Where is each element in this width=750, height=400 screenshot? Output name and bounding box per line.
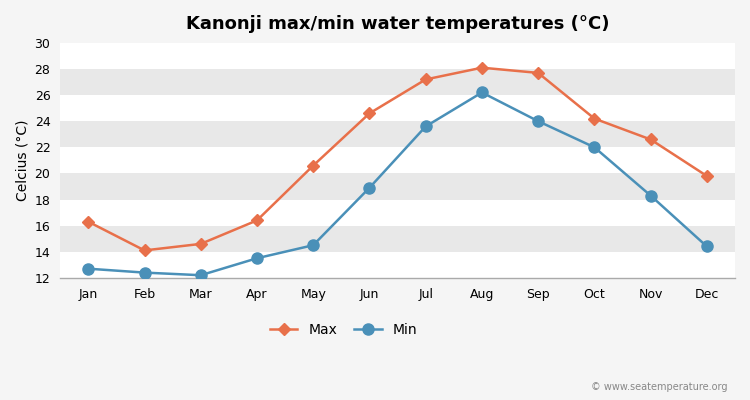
Max xyxy=(646,137,656,142)
Y-axis label: Celcius (°C): Celcius (°C) xyxy=(15,120,29,201)
Max xyxy=(84,219,93,224)
Min xyxy=(422,124,430,129)
Bar xyxy=(60,69,735,95)
Max xyxy=(590,116,599,121)
Max xyxy=(140,248,149,253)
Min xyxy=(703,244,712,249)
Bar xyxy=(60,121,735,147)
Line: Max: Max xyxy=(84,64,711,254)
Min xyxy=(478,90,487,95)
Min xyxy=(140,270,149,275)
Max xyxy=(365,111,374,116)
Bar xyxy=(60,252,735,278)
Legend: Max, Min: Max, Min xyxy=(264,318,423,343)
Min xyxy=(365,185,374,190)
Bar xyxy=(60,147,735,174)
Bar xyxy=(60,200,735,226)
Title: Kanonji max/min water temperatures (°C): Kanonji max/min water temperatures (°C) xyxy=(186,15,609,33)
Bar xyxy=(60,174,735,200)
Min xyxy=(196,273,206,278)
Min xyxy=(590,145,599,150)
Max xyxy=(422,77,430,82)
Text: © www.seatemperature.org: © www.seatemperature.org xyxy=(591,382,728,392)
Min xyxy=(309,243,318,248)
Max xyxy=(309,163,318,168)
Bar xyxy=(60,95,735,121)
Max xyxy=(253,218,262,223)
Min xyxy=(534,119,543,124)
Max xyxy=(478,65,487,70)
Min xyxy=(253,256,262,261)
Bar xyxy=(60,226,735,252)
Line: Min: Min xyxy=(82,87,712,281)
Max xyxy=(703,174,712,178)
Bar xyxy=(60,43,735,69)
Min xyxy=(84,266,93,271)
Max xyxy=(534,70,543,75)
Min xyxy=(646,193,656,198)
Max xyxy=(196,242,206,246)
